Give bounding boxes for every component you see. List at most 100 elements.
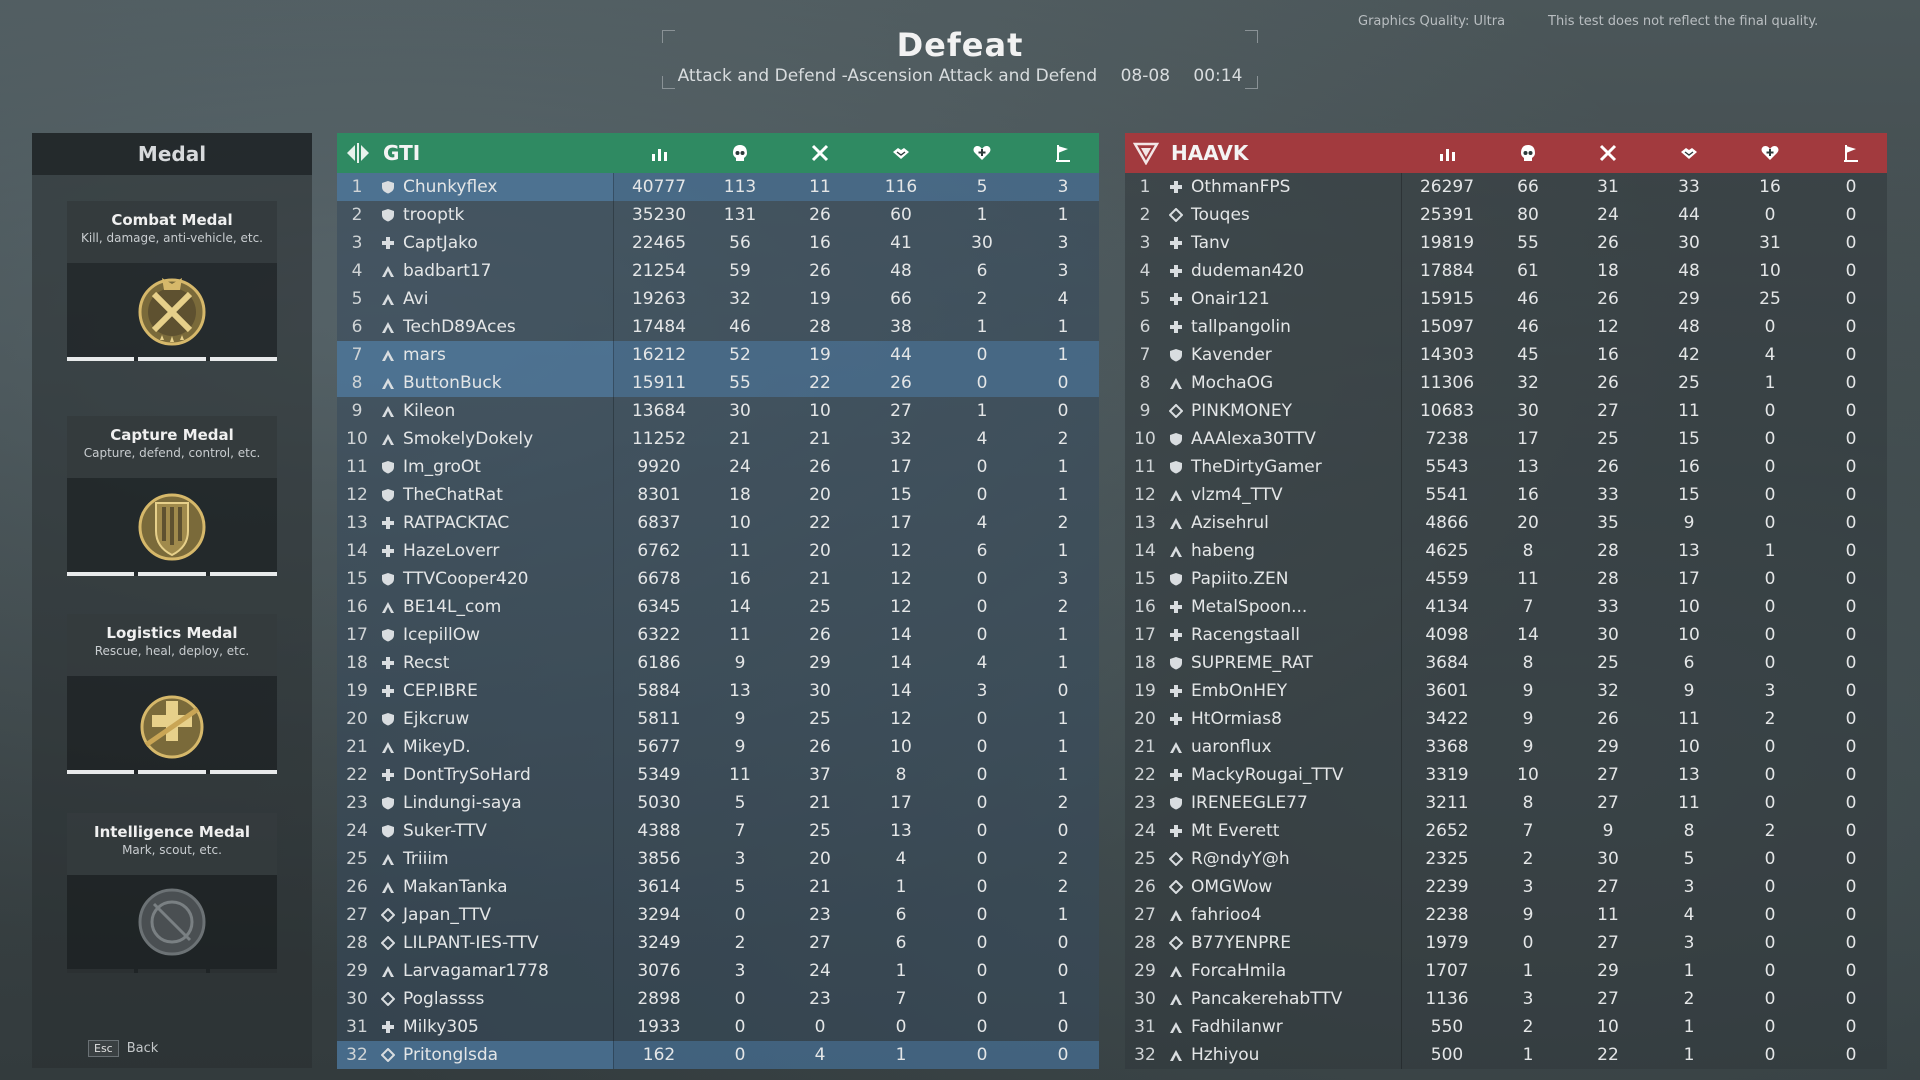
player-row[interactable]: 16 BE14L_com 6345 14 25 12 0 2 [337,593,1099,621]
score-icon[interactable] [649,143,669,163]
player-row[interactable]: 18 Recst 6186 9 29 14 4 1 [337,649,1099,677]
player-row[interactable]: 3 CaptJako 22465 56 16 41 30 3 [337,229,1099,257]
player-name: tallpangolin [1191,317,1291,337]
revives-icon[interactable] [1760,143,1780,163]
player-row[interactable]: 31 Milky305 1933 0 0 0 0 0 [337,1013,1099,1041]
player-row[interactable]: 8 MochaOG 11306 32 26 25 1 0 [1125,369,1887,397]
assists-icon[interactable] [1679,143,1699,163]
player-row[interactable]: 20 HtOrmias8 3422 9 26 11 2 0 [1125,705,1887,733]
player-name: Poglassss [403,989,485,1009]
player-row[interactable]: 25 R@ndyY@h 2325 2 30 5 0 0 [1125,845,1887,873]
player-kills: 55 [729,373,751,393]
player-row[interactable]: 19 EmbOnHEY 3601 9 32 9 3 0 [1125,677,1887,705]
captures-icon[interactable] [1841,143,1861,163]
player-row[interactable]: 13 RATPACKTAC 6837 10 22 17 4 2 [337,509,1099,537]
player-row[interactable]: 20 Ejkcruw 5811 9 25 12 0 1 [337,705,1099,733]
player-name: SUPREME_RAT [1191,653,1313,673]
kills-icon[interactable] [730,143,750,163]
recon-class-icon [381,1048,395,1062]
player-captures: 1 [1057,905,1069,925]
player-row[interactable]: 32 Hzhiyou 500 1 22 1 0 0 [1125,1041,1887,1069]
logistics-medal-card[interactable]: Logistics Medal Rescue, heal, deploy, et… [67,614,277,774]
player-row[interactable]: 14 habeng 4625 8 28 13 1 0 [1125,537,1887,565]
player-row[interactable]: 7 mars 16212 52 19 44 0 1 [337,341,1099,369]
player-row[interactable]: 22 DontTrySoHard 5349 11 37 8 0 1 [337,761,1099,789]
player-row[interactable]: 26 OMGWow 2239 3 27 3 0 0 [1125,873,1887,901]
player-row[interactable]: 14 HazeLoverr 6762 11 20 12 6 1 [337,537,1099,565]
deaths-icon[interactable] [810,143,830,163]
player-row[interactable]: 29 Larvagamar1778 3076 3 24 1 0 0 [337,957,1099,985]
intelligence-medal-card[interactable]: Intelligence Medal Mark, scout, etc. [67,813,277,973]
combat-medal-card[interactable]: Combat Medal Kill, damage, anti-vehicle,… [67,201,277,361]
player-rank: 28 [1134,933,1156,953]
player-row[interactable]: 28 B77YENPRE 1979 0 27 3 0 0 [1125,929,1887,957]
assault-class-icon [382,854,394,865]
player-row[interactable]: 4 dudeman420 17884 61 18 48 10 0 [1125,257,1887,285]
player-row[interactable]: 26 MakanTanka 3614 5 21 1 0 2 [337,873,1099,901]
support-class-icon [1170,797,1182,810]
captures-icon[interactable] [1053,143,1073,163]
player-row[interactable]: 21 uaronflux 3368 9 29 10 0 0 [1125,733,1887,761]
player-deaths: 28 [809,317,831,337]
player-row[interactable]: 32 Pritonglsda 162 0 4 1 0 0 [337,1041,1099,1069]
player-row[interactable]: 7 Kavender 14303 45 16 42 4 0 [1125,341,1887,369]
player-row[interactable]: 27 Japan_TTV 3294 0 23 6 0 1 [337,901,1099,929]
player-row[interactable]: 23 IRENEEGLE77 3211 8 27 11 0 0 [1125,789,1887,817]
capture-medal-card[interactable]: Capture Medal Capture, defend, control, … [67,416,277,576]
player-row[interactable]: 13 Azisehrul 4866 20 35 9 0 0 [1125,509,1887,537]
player-row[interactable]: 30 PancakerehabTTV 1136 3 27 2 0 0 [1125,985,1887,1013]
player-row[interactable]: 23 Lindungi-saya 5030 5 21 17 0 2 [337,789,1099,817]
player-row[interactable]: 3 Tanv 19819 55 26 30 31 0 [1125,229,1887,257]
player-row[interactable]: 4 badbart17 21254 59 26 48 6 3 [337,257,1099,285]
player-row[interactable]: 19 CEP.IBRE 5884 13 30 14 3 0 [337,677,1099,705]
player-row[interactable]: 17 IcepillOw 6322 11 26 14 0 1 [337,621,1099,649]
player-captures: 0 [1845,205,1857,225]
player-row[interactable]: 28 LILPANT-IES-TTV 3249 2 27 6 0 0 [337,929,1099,957]
player-row[interactable]: 11 Im_groOt 9920 24 26 17 0 1 [337,453,1099,481]
player-row[interactable]: 31 Fadhilanwr 550 2 10 1 0 0 [1125,1013,1887,1041]
player-row[interactable]: 1 OthmanFPS 26297 66 31 33 16 0 [1125,173,1887,201]
player-row[interactable]: 9 PINKMONEY 10683 30 27 11 0 0 [1125,397,1887,425]
player-row[interactable]: 21 MikeyD. 5677 9 26 10 0 1 [337,733,1099,761]
player-row[interactable]: 2 Touqes 25391 80 24 44 0 0 [1125,201,1887,229]
player-row[interactable]: 10 AAAlexa30TTV 7238 17 25 15 0 0 [1125,425,1887,453]
player-row[interactable]: 24 Mt Everett 2652 7 9 8 2 0 [1125,817,1887,845]
player-row[interactable]: 6 tallpangolin 15097 46 12 48 0 0 [1125,313,1887,341]
player-row[interactable]: 18 SUPREME_RAT 3684 8 25 6 0 0 [1125,649,1887,677]
score-icon[interactable] [1437,143,1457,163]
player-row[interactable]: 24 Suker-TTV 4388 7 25 13 0 0 [337,817,1099,845]
assault-class-icon [382,434,394,445]
player-row[interactable]: 15 TTVCooper420 6678 16 21 12 0 3 [337,565,1099,593]
player-revives: 0 [1764,569,1776,589]
player-row[interactable]: 5 Onair121 15915 46 26 29 25 0 [1125,285,1887,313]
player-row[interactable]: 22 MackyRougai_TTV 3319 10 27 13 0 0 [1125,761,1887,789]
player-row[interactable]: 15 Papiito.ZEN 4559 11 28 17 0 0 [1125,565,1887,593]
deaths-icon[interactable] [1598,143,1618,163]
player-captures: 0 [1845,821,1857,841]
assault-class-icon [382,322,394,333]
player-row[interactable]: 11 TheDirtyGamer 5543 13 26 16 0 0 [1125,453,1887,481]
player-row[interactable]: 12 vlzm4_TTV 5541 16 33 15 0 0 [1125,481,1887,509]
back-button[interactable]: Esc Back [88,1040,158,1057]
player-row[interactable]: 5 Avi 19263 32 19 66 2 4 [337,285,1099,313]
player-row[interactable]: 12 TheChatRat 8301 18 20 15 0 1 [337,481,1099,509]
player-row[interactable]: 16 MetalSpoon... 4134 7 33 10 0 0 [1125,593,1887,621]
kills-icon[interactable] [1518,143,1538,163]
player-list: 1 OthmanFPS 26297 66 31 33 16 0 2 Touqes 25391 80 24… [1125,173,1887,1069]
player-row[interactable]: 27 fahrioo4 2238 9 11 4 0 0 [1125,901,1887,929]
column-divider [1401,313,1402,341]
player-row[interactable]: 8 ButtonBuck 15911 55 22 26 0 0 [337,369,1099,397]
player-row[interactable]: 1 Chunkyflex 40777 113 11 116 5 3 [337,173,1099,201]
player-row[interactable]: 17 Racengstaall 4098 14 30 10 0 0 [1125,621,1887,649]
player-row[interactable]: 9 Kileon 13684 30 10 27 1 0 [337,397,1099,425]
player-deaths: 24 [809,961,831,981]
player-row[interactable]: 2 trooptk 35230 131 26 60 1 1 [337,201,1099,229]
player-row[interactable]: 29 ForcaHmila 1707 1 29 1 0 0 [1125,957,1887,985]
revives-icon[interactable] [972,143,992,163]
player-revives: 0 [1764,1017,1776,1037]
player-row[interactable]: 30 Poglassss 2898 0 23 7 0 1 [337,985,1099,1013]
player-row[interactable]: 10 SmokelyDokely 11252 21 21 32 4 2 [337,425,1099,453]
assists-icon[interactable] [891,143,911,163]
player-row[interactable]: 25 Triiim 3856 3 20 4 0 2 [337,845,1099,873]
player-row[interactable]: 6 TechD89Aces 17484 46 28 38 1 1 [337,313,1099,341]
